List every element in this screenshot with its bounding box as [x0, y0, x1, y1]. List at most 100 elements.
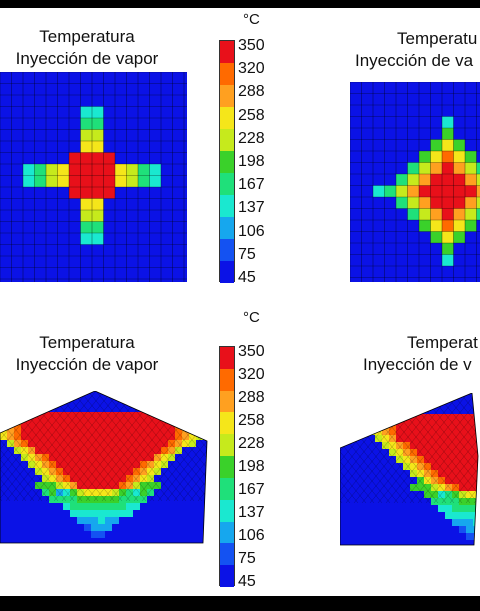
map-cell: [49, 440, 56, 447]
map-cell: [98, 510, 105, 517]
map-cell: [112, 517, 119, 524]
map-cell: [459, 456, 466, 463]
map-cell: [452, 512, 459, 519]
map-cell: [396, 442, 403, 449]
map-cell: [147, 433, 154, 440]
map-cell: [424, 442, 431, 449]
map-cell: [189, 440, 196, 447]
map-cell: [92, 164, 104, 176]
mesh-line: [340, 393, 383, 504]
map-cell: [452, 428, 459, 435]
map-cell: [396, 456, 403, 463]
map-cell: [21, 440, 28, 447]
title-line1: Temperatura: [39, 27, 135, 46]
map-cell: [182, 440, 189, 447]
map-cell: [92, 106, 104, 118]
map-cell: [112, 454, 119, 461]
map-cell: [442, 220, 454, 232]
mesh-line: [47, 391, 139, 502]
map-cell: [70, 412, 77, 419]
map-cell: [56, 440, 63, 447]
colorbar-segment: [220, 499, 234, 522]
map-cell: [154, 433, 161, 440]
mesh-line: [173, 391, 207, 502]
map-cell: [70, 489, 77, 496]
map-cell: [98, 517, 105, 524]
map-cell: [140, 468, 147, 475]
map-cell: [473, 512, 478, 519]
map-cell: [119, 489, 126, 496]
map-cell: [452, 470, 459, 477]
map-cell: [133, 412, 140, 419]
map-cell: [410, 484, 417, 491]
map-cell: [98, 496, 105, 503]
map-cell: [453, 185, 465, 197]
mesh-line: [0, 391, 51, 502]
map-cell: [424, 449, 431, 456]
map-cell: [189, 419, 196, 426]
colorbar-segment: [220, 543, 234, 566]
map-cell: [70, 419, 77, 426]
map-cell: [430, 208, 442, 220]
map-cell: [35, 426, 42, 433]
map-cell: [35, 482, 42, 489]
map-cell: [56, 475, 63, 482]
mesh-line: [53, 391, 145, 502]
map-cell: [92, 187, 104, 199]
map-cell: [98, 489, 105, 496]
map-cell: [473, 428, 478, 435]
map-cell: [91, 468, 98, 475]
map-cell: [403, 456, 410, 463]
map-cell: [49, 426, 56, 433]
map-cell: [70, 447, 77, 454]
map-cell: [112, 510, 119, 517]
map-cell: [92, 221, 104, 233]
map-cell: [410, 421, 417, 428]
map-cell: [98, 531, 105, 538]
mesh-line: [340, 393, 367, 504]
map-cell: [126, 412, 133, 419]
map-cell: [77, 489, 84, 496]
map-cell: [407, 174, 419, 186]
map-cell: [459, 477, 466, 484]
map-cell: [175, 419, 182, 426]
mesh-line: [419, 393, 478, 504]
map-cell: [196, 419, 203, 426]
map-cell: [80, 164, 92, 176]
map-cell: [49, 419, 56, 426]
map-cell: [438, 442, 445, 449]
map-cell: [80, 221, 92, 233]
map-cell: [459, 519, 466, 526]
map-cell: [56, 489, 63, 496]
map-cell: [105, 447, 112, 454]
map-cell: [14, 433, 21, 440]
mesh-line: [39, 391, 131, 502]
map-cell: [119, 440, 126, 447]
mesh-line: [0, 391, 67, 502]
map-cell: [445, 435, 452, 442]
map-cell: [63, 412, 70, 419]
map-cell: [442, 139, 454, 151]
map-cell: [126, 475, 133, 482]
map-cell: [147, 447, 154, 454]
map-cell: [424, 414, 431, 421]
map-cell: [105, 426, 112, 433]
colorbar-tick-label: 320: [238, 366, 265, 383]
map-cell: [105, 412, 112, 419]
map-cell: [105, 461, 112, 468]
map-cell: [91, 412, 98, 419]
map-cell: [182, 419, 189, 426]
title-line1: Temperatu: [397, 29, 478, 48]
map-cell: [7, 440, 14, 447]
colorbar-tick-label: 167: [238, 481, 265, 498]
panel-title-bottom-left: Temperatura Inyección de vapor: [12, 332, 162, 376]
map-cell: [430, 162, 442, 174]
map-cell: [77, 454, 84, 461]
colorbar-segment: [220, 368, 234, 391]
map-cell: [384, 185, 396, 197]
map-cell: [476, 197, 480, 209]
map-cell: [438, 435, 445, 442]
map-cell: [21, 433, 28, 440]
map-cell: [419, 197, 431, 209]
